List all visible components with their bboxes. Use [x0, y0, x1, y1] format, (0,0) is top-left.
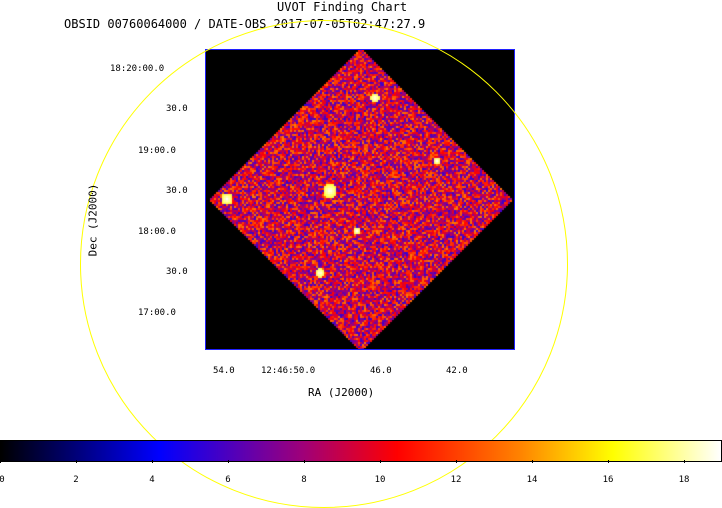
dec-tick-label: 30.0: [166, 186, 188, 196]
x-axis-label: RA (J2000): [308, 386, 375, 399]
colorbar-tick: [684, 460, 685, 463]
y-axis-label: Dec (J2000): [86, 183, 100, 257]
chart-title: UVOT Finding Chart: [277, 0, 408, 14]
ra-tick-label: 54.0: [213, 366, 235, 376]
colorbar-tick-label: 6: [225, 475, 231, 485]
colorbar-tick-label: 10: [374, 475, 386, 485]
colorbar-tick: [456, 460, 457, 463]
colorbar-tick-label: 8: [301, 475, 307, 485]
colorbar-tick-label: 14: [526, 475, 538, 485]
dec-tick-label: 18:20:00.0: [110, 64, 165, 74]
dec-tick-label: 18:00.0: [138, 227, 176, 237]
dec-tick-label: 19:00.0: [138, 146, 176, 156]
colorbar-tick: [304, 460, 305, 463]
ra-tick-label: 42.0: [446, 366, 468, 376]
colorbar-tick: [0, 460, 1, 463]
colorbar: [0, 440, 722, 462]
colorbar-tick: [380, 460, 381, 463]
colorbar-tick-label: 4: [149, 475, 155, 485]
colorbar-tick-label: 18: [678, 475, 690, 485]
colorbar-tick-label: 12: [450, 475, 462, 485]
dec-tick-label: 30.0: [166, 267, 188, 277]
ra-tick-label: 46.0: [370, 366, 392, 376]
colorbar-tick: [76, 460, 77, 463]
ra-tick-label: 12:46:50.0: [261, 366, 316, 376]
colorbar-tick-label: 16: [602, 475, 614, 485]
colorbar-tick: [152, 460, 153, 463]
colorbar-tick-label: 0: [0, 475, 5, 485]
colorbar-tick: [228, 460, 229, 463]
colorbar-tick-label: 2: [73, 475, 79, 485]
fov-circle: [80, 20, 568, 508]
dec-tick-label: 30.0: [166, 104, 188, 114]
colorbar-tick: [608, 460, 609, 463]
dec-tick-label: 17:00.0: [138, 308, 176, 318]
colorbar-tick: [532, 460, 533, 463]
